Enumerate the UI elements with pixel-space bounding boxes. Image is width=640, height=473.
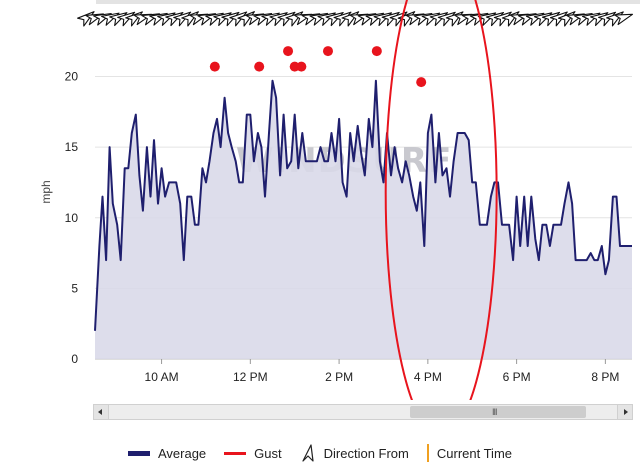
average-line (94, 79, 632, 331)
current-time-swatch (426, 444, 429, 462)
direction-arrow-icon (493, 11, 512, 27)
y-axis-ticks: 0 5 10 15 20 (65, 70, 79, 367)
y-tick-label: 10 (65, 211, 79, 225)
legend-average-label: Average (157, 445, 207, 461)
y-tick-label: 5 (71, 281, 78, 295)
x-tick-label: 6 PM (503, 370, 531, 384)
arrow-left-icon (98, 409, 102, 415)
direction-arrow-icon (302, 444, 314, 462)
direction-arrow-icon (549, 11, 568, 27)
gust-point (296, 61, 307, 72)
legend-direction-label: Direction From (323, 445, 409, 461)
legend-gust-label: Gust (254, 445, 282, 461)
x-tick-label: 2 PM (325, 370, 353, 384)
time-scrollbar[interactable]: III (93, 404, 633, 420)
legend-current-time[interactable]: Current Time (426, 444, 513, 462)
y-tick-label: 20 (65, 70, 79, 84)
scroll-thumb[interactable]: III (410, 406, 586, 418)
y-tick-label: 15 (65, 140, 79, 154)
average-swatch (127, 450, 150, 456)
gust-point (371, 46, 382, 57)
direction-arrow-icon (614, 13, 634, 26)
arrow-right-icon (624, 409, 628, 415)
legend-gust[interactable]: Gust (224, 445, 282, 461)
gust-point (254, 61, 265, 72)
gust-series (209, 46, 427, 88)
y-axis-label: mph (39, 180, 53, 203)
x-tick-label: 4 PM (414, 370, 442, 384)
direction-arrow-icon (333, 11, 352, 27)
x-tick-label: 10 AM (145, 370, 179, 384)
x-axis-ticks: 10 AM 12 PM 2 PM 4 PM 6 PM 8 PM (145, 359, 619, 384)
legend-average[interactable]: Average (127, 445, 207, 461)
scroll-left-button[interactable] (94, 405, 109, 419)
direction-arrows-row (77, 11, 634, 27)
legend-direction[interactable]: Direction From (300, 444, 409, 462)
gust-point (283, 46, 294, 57)
gust-point (209, 61, 220, 72)
direction-arrow-icon (229, 11, 248, 27)
legend-current-time-label: Current Time (436, 445, 513, 461)
average-area (95, 80, 632, 359)
gust-point (416, 77, 427, 88)
gust-point (322, 46, 333, 57)
grip-icon: III (492, 407, 497, 417)
chart-legend: Average Gust Direction From Current Time (0, 441, 640, 465)
average-line-layer (94, 79, 632, 331)
scroll-right-button[interactable] (617, 405, 632, 419)
annotation-ellipse (384, 0, 498, 400)
average-area-layer (95, 80, 632, 359)
x-tick-label: 8 PM (591, 370, 619, 384)
gust-swatch (224, 451, 247, 455)
y-tick-label: 0 (71, 352, 78, 366)
direction-arrow-icon (173, 11, 192, 27)
top-divider (96, 0, 640, 4)
x-tick-label: 12 PM (233, 370, 268, 384)
